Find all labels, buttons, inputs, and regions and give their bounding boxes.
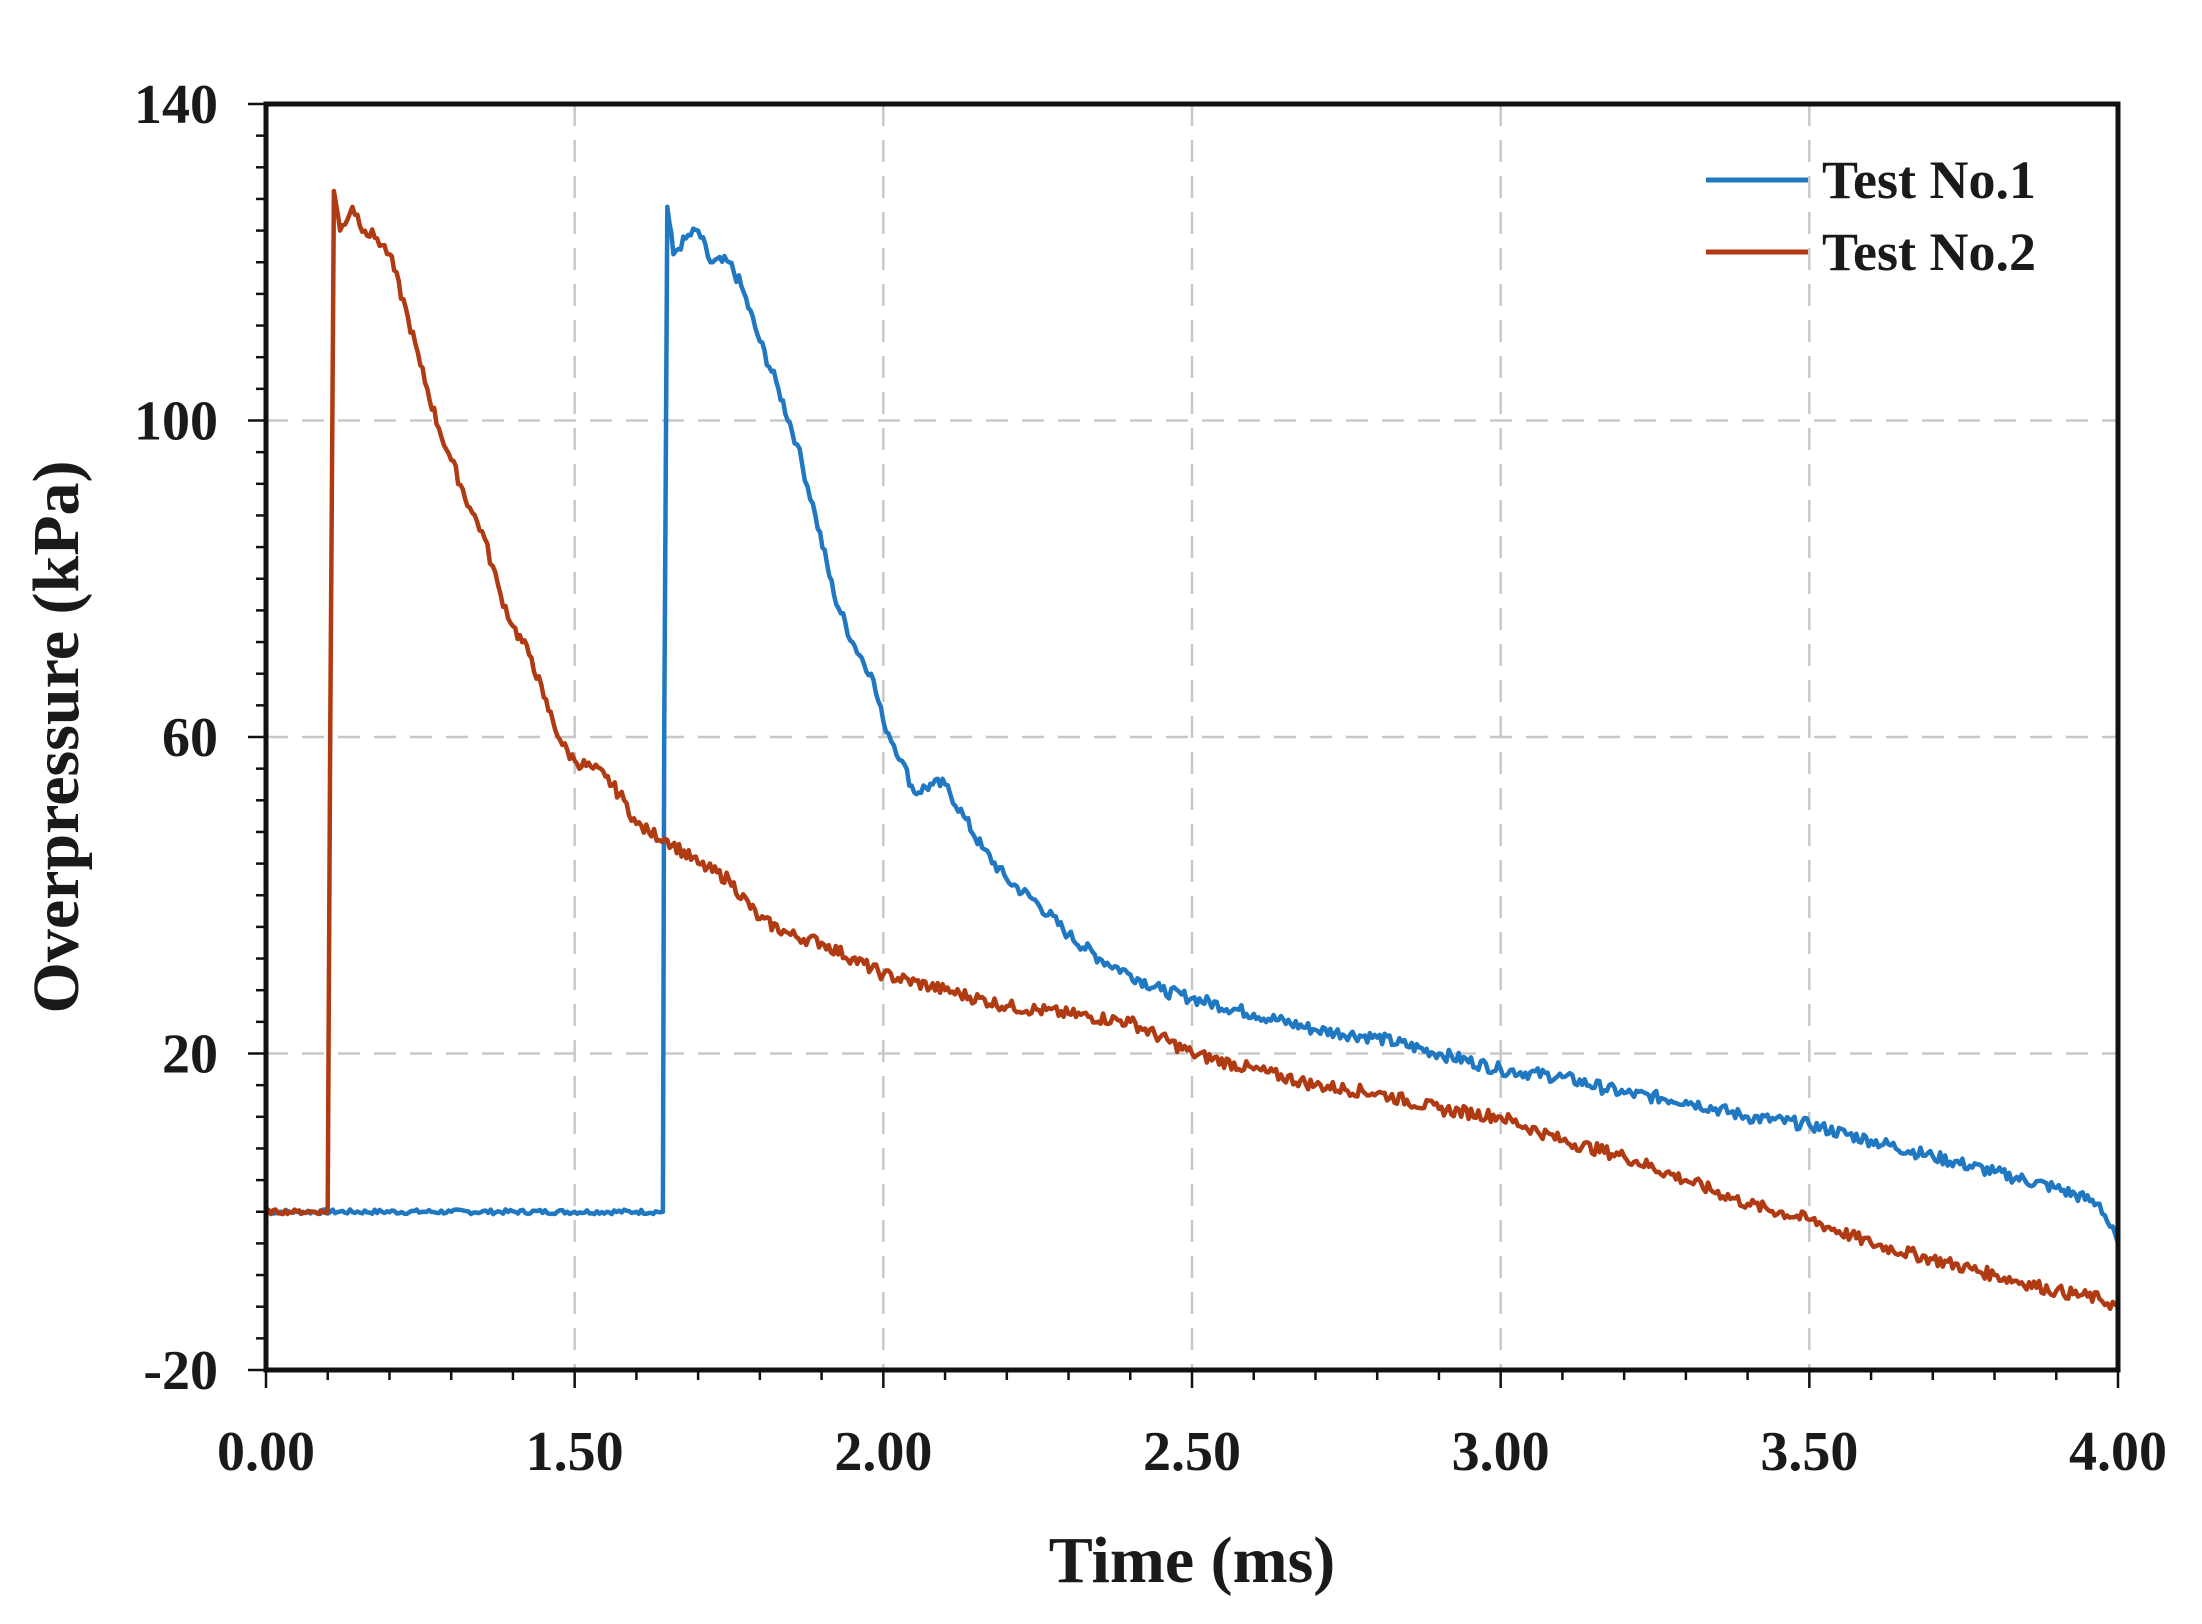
x-tick-label: 2.00 <box>834 1421 932 1483</box>
y-tick-label: 100 <box>134 391 218 453</box>
x-tick-label: 3.50 <box>1760 1421 1858 1483</box>
series-line-2 <box>264 188 2120 1312</box>
y-axis-title: Overpressure (kPa) <box>20 461 93 1014</box>
x-tick-label: 0.00 <box>217 1421 315 1483</box>
y-tick-labels: -20 20 60 100 140 <box>134 74 218 1402</box>
series-layer <box>264 188 2121 1312</box>
y-tick-label: 140 <box>134 74 218 136</box>
plot-frame <box>263 101 2121 1373</box>
y-tick-label: -20 <box>143 1340 218 1402</box>
grid-layer <box>266 104 2118 1370</box>
legend-label-test-no-1: Test No.1 <box>1822 150 2036 210</box>
x-axis-title: Time (ms) <box>1049 1524 1336 1597</box>
x-tick-label: 1.50 <box>526 1421 624 1483</box>
x-tick-label: 3.00 <box>1452 1421 1550 1483</box>
legend-label-test-no-2: Test No.2 <box>1822 222 2036 282</box>
minor-tick-layer <box>248 102 2120 1388</box>
legend: Test No.1 Test No.2 <box>1706 150 2036 282</box>
x-tick-label: 2.50 <box>1143 1421 1241 1483</box>
y-tick-label: 60 <box>162 707 218 769</box>
y-tick-label: 20 <box>162 1024 218 1086</box>
x-tick-labels: 0.00 1.50 2.00 2.50 3.00 3.50 4.00 <box>217 1421 2167 1483</box>
x-tick-label: 4.00 <box>2069 1421 2167 1483</box>
series-line-1 <box>266 204 2121 1245</box>
